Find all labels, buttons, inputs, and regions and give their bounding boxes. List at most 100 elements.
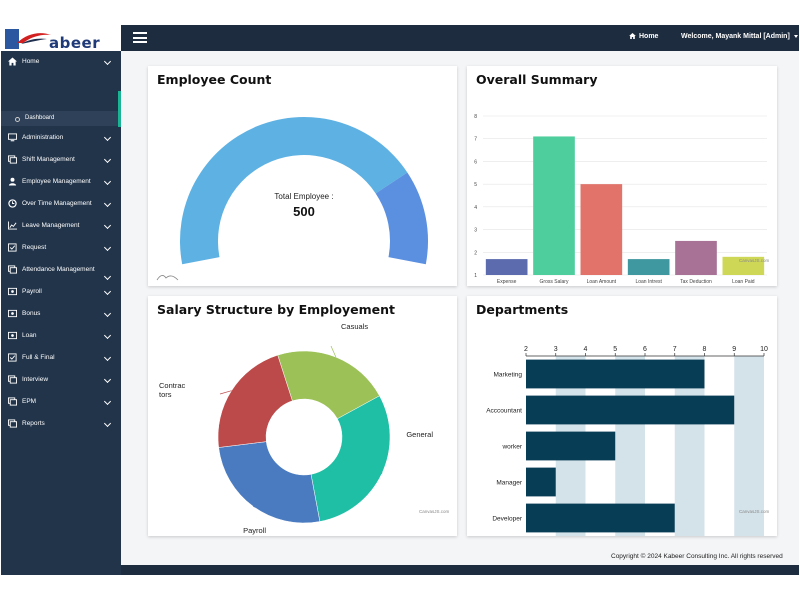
chevron-down-icon [103, 272, 112, 281]
clock-icon [8, 199, 17, 208]
gauge-arc-remaining[interactable] [375, 172, 428, 265]
x-tick-label: 8 [703, 346, 707, 353]
chevron-down-icon [103, 155, 112, 164]
y-tick-label: Manager [496, 480, 522, 487]
check-square-icon [8, 353, 17, 362]
y-tick-label: Marketing [493, 372, 522, 379]
gauge-value: 500 [293, 204, 315, 219]
chart-icon [8, 221, 17, 230]
x-tick-label: 7 [673, 346, 677, 353]
bar-gross-salary [533, 136, 575, 275]
x-tick-label: Loan Paid [732, 279, 755, 285]
salary-structure-chart: Casuals General Payroll Contrac tors [159, 322, 433, 535]
sidebar-item-bonus[interactable]: Bonus [1, 303, 121, 325]
sidebar-item-employee-management[interactable]: Employee Management [1, 171, 121, 193]
sidebar-item-request[interactable]: Request [1, 237, 121, 259]
sidebar-item-shift-management[interactable]: Shift Management [1, 149, 121, 171]
circle-icon [15, 117, 20, 122]
slice-label: Casuals [341, 322, 368, 331]
x-tick-label: 6 [643, 346, 647, 353]
y-tick-label: 5 [474, 182, 477, 188]
chevron-down-icon [103, 397, 112, 406]
money-icon [8, 309, 17, 318]
welcome-text: Welcome, Mayank Mittal [Admin] [681, 33, 790, 40]
sidebar-item-label: EPM [22, 398, 37, 405]
logo[interactable]: abeer [1, 25, 121, 53]
x-tick-label: 4 [584, 346, 588, 353]
home-icon [8, 57, 17, 66]
y-tick-label: 1 [474, 273, 477, 279]
departments-panel: Departments 2 3 4 5 6 7 8 9 10 Marketing Acccounta… [467, 296, 777, 536]
sidebar-item-over-time-management[interactable]: Over Time Management [1, 193, 121, 215]
nav-home-label: Home [639, 33, 659, 40]
sidebar-item-label: Reports [22, 420, 45, 427]
bar-loan-intrest [627, 259, 670, 275]
chevron-down-icon [103, 57, 112, 66]
sidebar-item-full-final[interactable]: Full & Final [1, 347, 121, 369]
slice-payroll [218, 441, 321, 524]
home-icon [629, 33, 636, 39]
bar-loan-paid [722, 256, 765, 275]
overall-summary-chart: 1 2 3 4 5 6 7 8 Expense Gross Salary Loan Amount Lo… [474, 114, 767, 285]
chevron-down-icon [103, 199, 112, 208]
chevron-down-icon [103, 177, 112, 186]
sidebar-item-loan[interactable]: Loan [1, 325, 121, 347]
sidebar-item-attendance-management[interactable]: Attendance Management [1, 259, 121, 281]
label-connector [253, 506, 275, 515]
sidebar: Home Dashboard Administration Shift Mana… [1, 51, 121, 575]
sidebar-subitem-dashboard[interactable]: Dashboard [1, 111, 118, 126]
sidebar-item-label: Home [22, 58, 40, 65]
x-tick-label: 3 [554, 346, 558, 353]
chevron-down-icon [103, 419, 112, 428]
label-connector [330, 345, 337, 358]
sidebar-item-label: Leave Management [22, 222, 80, 229]
panel-title: Overall Summary [476, 72, 598, 87]
nav-home-link[interactable]: Home [629, 33, 658, 40]
sidebar-item-payroll[interactable]: Payroll [1, 281, 121, 303]
sidebar-item-label: Bonus [22, 310, 41, 317]
copy-icon [8, 375, 17, 384]
sidebar-item-interview[interactable]: Interview [1, 369, 121, 391]
active-indicator [118, 91, 121, 127]
sidebar-item-home[interactable]: Home [1, 51, 121, 73]
sidebar-item-label: Attendance Management [22, 266, 95, 273]
logo-swoosh-icon [17, 33, 51, 44]
footer-copyright: Copyright © 2024 Kabeer Consulting Inc. … [611, 553, 783, 560]
chevron-down-icon [103, 353, 112, 362]
chart-credit: CanvasJS.com [739, 258, 770, 263]
sidebar-item-label: Full & Final [22, 354, 55, 361]
sidebar-item-reports[interactable]: Reports [1, 413, 121, 435]
y-tick-label: 3 [474, 228, 477, 234]
gauge-arc-main[interactable] [180, 117, 408, 265]
hamburger-menu-icon[interactable] [133, 32, 147, 43]
employee-count-panel: Employee Count Total Employee : 500 [148, 66, 457, 286]
departments-chart: 2 3 4 5 6 7 8 9 10 Marketing Acccountant worker Mana… [486, 346, 768, 536]
logo-text: abeer [49, 34, 101, 52]
top-navbar: Home Welcome, Mayank Mittal [Admin] [1, 25, 799, 51]
sidebar-item-administration[interactable]: Administration [1, 127, 121, 149]
slice-general [310, 395, 391, 522]
sidebar-item-leave-management[interactable]: Leave Management [1, 215, 121, 237]
sidebar-subitem-label: Dashboard [25, 115, 55, 121]
caret-down-icon [793, 34, 798, 38]
gauge-watermark-icon [156, 275, 179, 281]
check-square-icon [8, 243, 17, 252]
sidebar-item-epm[interactable]: EPM [1, 391, 121, 413]
monitor-icon [8, 133, 17, 142]
sidebar-item-label: Payroll [22, 288, 42, 295]
x-tick-label: Loan Amount [587, 279, 617, 285]
app-window: Home Welcome, Mayank Mittal [Admin] abee… [1, 25, 799, 575]
copy-icon [8, 265, 17, 274]
x-tick-label: Expense [497, 279, 517, 285]
panel-title: Departments [476, 302, 569, 317]
chart-credit: CanvasJS.com [739, 509, 770, 514]
copy-icon [8, 419, 17, 428]
y-tick-label: worker [501, 444, 522, 451]
logo-block-icon [5, 29, 19, 49]
slice-label: General [406, 430, 433, 439]
panel-title: Salary Structure by Employement [157, 302, 395, 317]
sidebar-item-label: Loan [22, 332, 37, 339]
user-menu[interactable]: Welcome, Mayank Mittal [Admin] [681, 33, 798, 40]
sidebar-item-label: Administration [22, 134, 64, 141]
slice-casuals [277, 350, 380, 420]
